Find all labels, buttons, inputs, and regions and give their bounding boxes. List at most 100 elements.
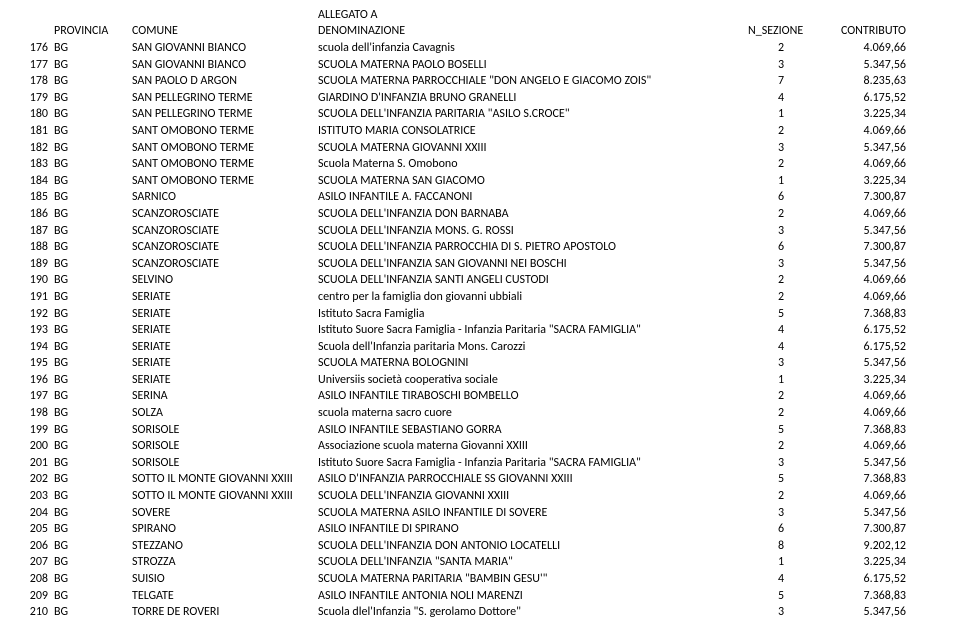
cell-comune: SERIATE (132, 355, 318, 372)
cell-comune: SERIATE (132, 306, 318, 323)
cell-comune: SAN PELLEGRINO TERME (132, 106, 318, 123)
cell-contributo: 4.069,66 (826, 156, 906, 173)
cell-contributo: 4.069,66 (826, 40, 906, 57)
cell-denominazione: scuola dell'infanzia Cavagnis (318, 40, 748, 57)
cell-contributo: 5.347,56 (826, 256, 906, 273)
blank (54, 8, 132, 22)
row-number: 194 (16, 339, 54, 356)
cell-n-sezione: 1 (748, 554, 826, 571)
cell-comune: SERIATE (132, 372, 318, 389)
cell-contributo: 7.300,87 (826, 239, 906, 256)
cell-provincia: BG (54, 372, 132, 389)
cell-n-sezione: 3 (748, 604, 826, 621)
header-provincia: PROVINCIA (54, 24, 132, 38)
table-row: 186BGSCANZOROSCIATESCUOLA DELL'INFANZIA … (16, 206, 944, 223)
cell-comune: SCANZOROSCIATE (132, 239, 318, 256)
cell-comune: SAN GIOVANNI BIANCO (132, 57, 318, 74)
cell-provincia: BG (54, 521, 132, 538)
cell-provincia: BG (54, 239, 132, 256)
cell-n-sezione: 3 (748, 140, 826, 157)
cell-contributo: 3.225,34 (826, 106, 906, 123)
cell-contributo: 5.347,56 (826, 604, 906, 621)
cell-denominazione: SCUOLA DELL'INFANZIA "SANTA MARIA" (318, 554, 748, 571)
cell-n-sezione: 8 (748, 538, 826, 555)
cell-denominazione: ASILO INFANTILE DI SPIRANO (318, 521, 748, 538)
cell-contributo: 4.069,66 (826, 206, 906, 223)
cell-n-sezione: 5 (748, 422, 826, 439)
cell-provincia: BG (54, 588, 132, 605)
row-number: 195 (16, 355, 54, 372)
cell-comune: STEZZANO (132, 538, 318, 555)
cell-n-sezione: 2 (748, 123, 826, 140)
cell-comune: SORISOLE (132, 422, 318, 439)
cell-denominazione: ASILO INFANTILE A. FACCANONI (318, 189, 748, 206)
cell-denominazione: SCUOLA DELL'INFANZIA GIOVANNI XXIII (318, 488, 748, 505)
cell-comune: SERIATE (132, 339, 318, 356)
cell-comune: SAN PELLEGRINO TERME (132, 90, 318, 107)
cell-provincia: BG (54, 538, 132, 555)
row-number: 192 (16, 306, 54, 323)
cell-denominazione: ISTITUTO MARIA CONSOLATRICE (318, 123, 748, 140)
cell-contributo: 4.069,66 (826, 272, 906, 289)
header-denominazione: DENOMINAZIONE (318, 24, 748, 38)
table-row: 194BGSERIATEScuola dell'Infanzia paritar… (16, 339, 944, 356)
row-number: 210 (16, 604, 54, 621)
blank (16, 8, 54, 22)
cell-n-sezione: 1 (748, 106, 826, 123)
cell-n-sezione: 4 (748, 90, 826, 107)
table-row: 197BGSERINAASILO INFANTILE TIRABOSCHI BO… (16, 388, 944, 405)
row-number: 189 (16, 256, 54, 273)
cell-comune: SAN PAOLO D ARGON (132, 73, 318, 90)
cell-contributo: 9.202,12 (826, 538, 906, 555)
cell-contributo: 7.368,83 (826, 588, 906, 605)
cell-n-sezione: 2 (748, 156, 826, 173)
cell-n-sezione: 2 (748, 438, 826, 455)
row-number: 181 (16, 123, 54, 140)
table-row: 207BGSTROZZASCUOLA DELL'INFANZIA "SANTA … (16, 554, 944, 571)
cell-provincia: BG (54, 306, 132, 323)
cell-provincia: BG (54, 571, 132, 588)
table-row: 206BGSTEZZANOSCUOLA DELL'INFANZIA DON AN… (16, 538, 944, 555)
cell-denominazione: SCUOLA MATERNA SAN GIACOMO (318, 173, 748, 190)
row-number: 176 (16, 40, 54, 57)
cell-comune: SOVERE (132, 505, 318, 522)
cell-contributo: 6.175,52 (826, 339, 906, 356)
cell-provincia: BG (54, 405, 132, 422)
table-row: 209BGTELGATEASILO INFANTILE ANTONIA NOLI… (16, 588, 944, 605)
cell-provincia: BG (54, 355, 132, 372)
row-number: 198 (16, 405, 54, 422)
cell-denominazione: Scuola dell'Infanzia paritaria Mons. Car… (318, 339, 748, 356)
cell-provincia: BG (54, 604, 132, 621)
document-title: ALLEGATO A (318, 8, 748, 22)
cell-n-sezione: 7 (748, 73, 826, 90)
table-row: 210BGTORRE DE ROVERIScuola dlel'Infanzia… (16, 604, 944, 621)
cell-contributo: 4.069,66 (826, 123, 906, 140)
cell-comune: SORISOLE (132, 438, 318, 455)
cell-provincia: BG (54, 256, 132, 273)
cell-comune: SAN GIOVANNI BIANCO (132, 40, 318, 57)
cell-contributo: 6.175,52 (826, 322, 906, 339)
cell-contributo: 4.069,66 (826, 289, 906, 306)
table-row: 185BGSARNICOASILO INFANTILE A. FACCANONI… (16, 189, 944, 206)
cell-n-sezione: 2 (748, 289, 826, 306)
cell-comune: SERINA (132, 388, 318, 405)
row-number: 203 (16, 488, 54, 505)
cell-denominazione: SCUOLA MATERNA PARITARIA "BAMBIN GESU'" (318, 571, 748, 588)
cell-provincia: BG (54, 40, 132, 57)
cell-provincia: BG (54, 505, 132, 522)
cell-comune: SUISIO (132, 571, 318, 588)
cell-n-sezione: 6 (748, 239, 826, 256)
cell-n-sezione: 3 (748, 223, 826, 240)
cell-comune: SPIRANO (132, 521, 318, 538)
cell-n-sezione: 4 (748, 339, 826, 356)
cell-comune: SERIATE (132, 322, 318, 339)
table-row: 204BGSOVERESCUOLA MATERNA ASILO INFANTIL… (16, 505, 944, 522)
cell-provincia: BG (54, 471, 132, 488)
cell-contributo: 4.069,66 (826, 488, 906, 505)
cell-comune: SANT OMOBONO TERME (132, 173, 318, 190)
cell-contributo: 4.069,66 (826, 438, 906, 455)
cell-provincia: BG (54, 388, 132, 405)
table-row: 199BGSORISOLEASILO INFANTILE SEBASTIANO … (16, 422, 944, 439)
cell-comune: TELGATE (132, 588, 318, 605)
cell-denominazione: SCUOLA MATERNA GIOVANNI XXIII (318, 140, 748, 157)
